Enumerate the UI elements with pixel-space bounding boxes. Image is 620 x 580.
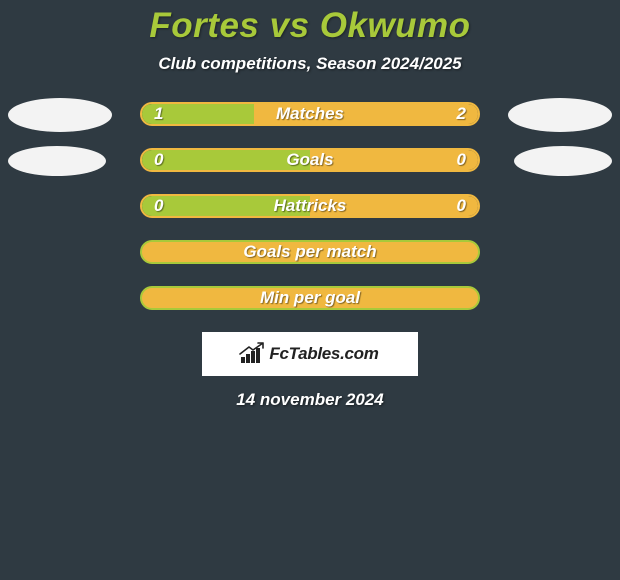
stat-label: Goals per match — [142, 242, 478, 262]
stat-row: Min per goal — [0, 286, 620, 310]
stat-bar: Goals per match — [140, 240, 480, 264]
subtitle: Club competitions, Season 2024/2025 — [0, 54, 620, 74]
bar-fill-left — [142, 196, 310, 216]
site-logo[interactable]: FcTables.com — [202, 332, 418, 376]
page-title: Fortes vs Okwumo — [0, 6, 620, 46]
content-wrapper: Fortes vs Okwumo Club competitions, Seas… — [0, 0, 620, 410]
player-left-avatar — [8, 146, 106, 176]
stat-bar: 12Matches — [140, 102, 480, 126]
stat-label: Min per goal — [142, 288, 478, 308]
stat-bar: 00Goals — [140, 148, 480, 172]
bar-fill-left — [142, 104, 254, 124]
date-label: 14 november 2024 — [0, 390, 620, 410]
player-right-avatar — [508, 98, 612, 132]
bar-chart-icon — [241, 345, 263, 363]
bar-fill-left — [142, 150, 310, 170]
player-right-avatar — [514, 146, 612, 176]
stat-bar: Min per goal — [140, 286, 480, 310]
bar-fill-right — [310, 150, 478, 170]
stat-row: 12Matches — [0, 102, 620, 126]
stat-row: 00Goals — [0, 148, 620, 172]
stat-bar: 00Hattricks — [140, 194, 480, 218]
bar-fill-right — [254, 104, 478, 124]
stat-row: 00Hattricks — [0, 194, 620, 218]
bar-fill-right — [310, 196, 478, 216]
stats-container: 12Matches 00Goals 00Hattricks Goals per mat… — [0, 102, 620, 310]
logo-text: FcTables.com — [269, 344, 378, 364]
player-left-avatar — [8, 98, 112, 132]
stat-row: Goals per match — [0, 240, 620, 264]
